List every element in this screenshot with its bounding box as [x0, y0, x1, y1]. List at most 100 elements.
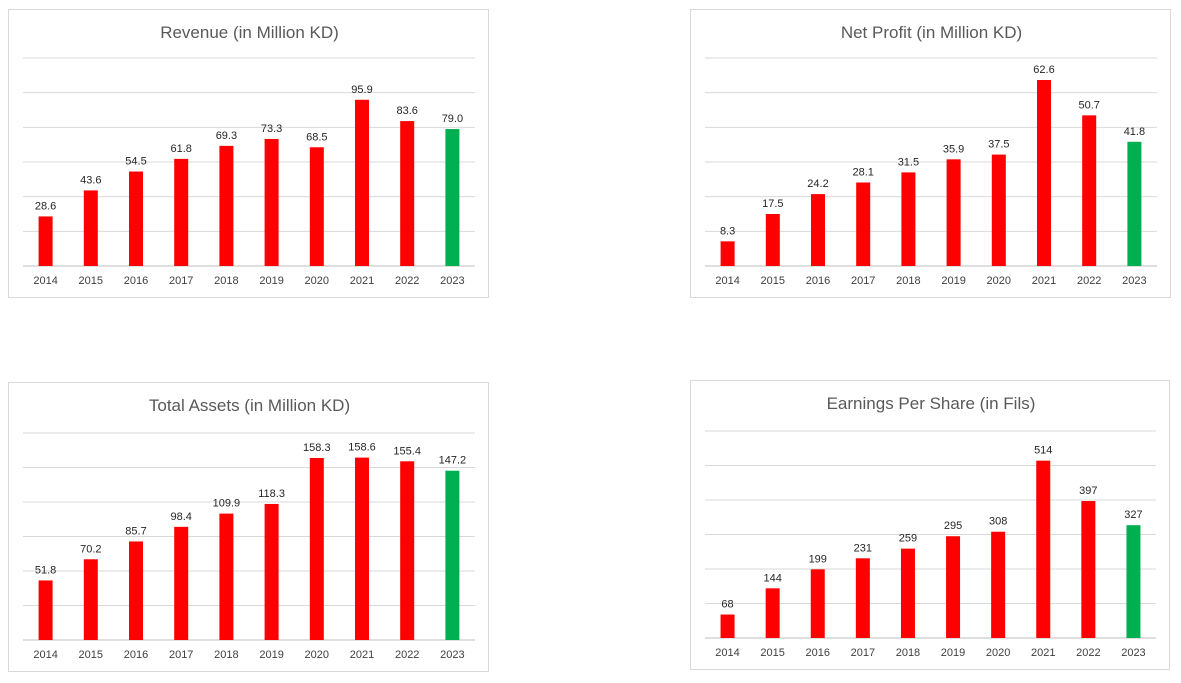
net-profit-x-tick-2020: 2020 — [987, 275, 1011, 287]
revenue-data-label-2020: 68.5 — [306, 131, 327, 143]
net-profit-data-label-2022: 50.7 — [1078, 99, 1099, 111]
revenue-x-tick-2017: 2017 — [169, 275, 193, 287]
net-profit-bar-2016 — [811, 194, 825, 266]
net-profit-x-tick-2017: 2017 — [851, 275, 875, 287]
revenue-x-tick-2020: 2020 — [305, 275, 329, 287]
eps-bar-2018 — [900, 548, 915, 638]
total-assets-x-tick-2017: 2017 — [169, 649, 193, 661]
net-profit-x-tick-2021: 2021 — [1032, 275, 1056, 287]
net-profit-x-tick-2022: 2022 — [1077, 275, 1101, 287]
revenue-chart-svg: Revenue (in Million KD) 28.6 2014 43.6 2015 5… — [23, 23, 475, 287]
net-profit-bar-2021 — [1037, 79, 1051, 266]
net-profit-chart-title: Net Profit (in Million KD) — [841, 23, 1022, 42]
eps-x-tick-2019: 2019 — [941, 647, 965, 659]
total-assets-data-label-2014: 51.8 — [35, 564, 56, 576]
net-profit-bar-2017 — [856, 182, 871, 266]
eps-bar-2022 — [1081, 501, 1096, 638]
eps-data-label-2014: 68 — [721, 599, 733, 611]
total-assets-chart-svg: Total Assets (in Million KD) 51.8 2014 70.2… — [23, 396, 475, 661]
total-assets-data-label-2018: 109.9 — [213, 498, 241, 510]
net-profit-data-label-2021: 62.6 — [1033, 64, 1054, 76]
net-profit-bar-2015 — [765, 214, 780, 266]
total-assets-x-tick-2021: 2021 — [350, 649, 374, 661]
net-profit-bar-2023 — [1127, 141, 1142, 266]
total-assets-bar-2018 — [219, 513, 234, 640]
net-profit-x-tick-2018: 2018 — [896, 275, 920, 287]
revenue-bar-2017 — [174, 158, 189, 266]
eps-data-label-2022: 397 — [1079, 485, 1097, 497]
eps-bar-2021 — [1036, 460, 1051, 638]
total-assets-data-label-2021: 158.6 — [348, 442, 376, 454]
total-assets-x-tick-2022: 2022 — [395, 649, 419, 661]
revenue-data-label-2021: 95.9 — [351, 84, 372, 96]
net-profit-bar-2014 — [720, 241, 735, 266]
eps-x-tick-2015: 2015 — [760, 647, 784, 659]
net-profit-x-tick-2014: 2014 — [715, 275, 739, 287]
revenue-data-label-2017: 61.8 — [170, 143, 191, 155]
net-profit-chart-svg: Net Profit (in Million KD) 8.3 2014 17.5 201… — [705, 23, 1157, 287]
total-assets-data-label-2022: 155.4 — [393, 445, 421, 457]
eps-data-label-2016: 199 — [809, 553, 827, 565]
revenue-data-label-2014: 28.6 — [35, 200, 56, 212]
total-assets-x-tick-2023: 2023 — [440, 649, 464, 661]
eps-data-label-2023: 327 — [1124, 509, 1142, 521]
net-profit-data-label-2017: 28.1 — [852, 167, 873, 179]
eps-chart-panel: Earnings Per Share (in Fils) 68 2014 144 201… — [690, 380, 1170, 670]
eps-data-label-2021: 514 — [1034, 445, 1052, 457]
eps-chart-svg: Earnings Per Share (in Fils) 68 2014 144 201… — [705, 394, 1156, 659]
eps-data-label-2018: 259 — [899, 533, 917, 545]
net-profit-data-label-2023: 41.8 — [1124, 126, 1145, 138]
eps-bar-2020 — [991, 531, 1006, 638]
revenue-data-label-2023: 79.0 — [442, 113, 463, 125]
net-profit-data-label-2019: 35.9 — [943, 143, 964, 155]
eps-x-tick-2021: 2021 — [1031, 647, 1055, 659]
eps-bar-2016 — [810, 569, 825, 638]
net-profit-data-label-2014: 8.3 — [720, 225, 735, 237]
revenue-bar-2016 — [129, 171, 143, 266]
revenue-bar-2022 — [400, 121, 415, 267]
total-assets-data-label-2020: 158.3 — [303, 442, 331, 454]
net-profit-x-tick-2015: 2015 — [761, 275, 785, 287]
revenue-x-tick-2018: 2018 — [214, 275, 238, 287]
revenue-data-label-2019: 73.3 — [261, 123, 282, 135]
eps-x-tick-2018: 2018 — [896, 647, 920, 659]
total-assets-x-tick-2020: 2020 — [305, 649, 329, 661]
total-assets-bar-2019 — [264, 503, 279, 640]
total-assets-chart-panel: Total Assets (in Million KD) 51.8 2014 70.2… — [8, 382, 489, 672]
revenue-x-tick-2019: 2019 — [259, 275, 283, 287]
eps-data-label-2020: 308 — [989, 516, 1007, 528]
net-profit-bar-2019 — [946, 159, 961, 266]
revenue-chart-panel: Revenue (in Million KD) 28.6 2014 43.6 2015 5… — [8, 9, 489, 298]
eps-data-label-2015: 144 — [763, 572, 781, 584]
total-assets-x-tick-2018: 2018 — [214, 649, 238, 661]
total-assets-bar-2014 — [38, 580, 53, 640]
net-profit-x-tick-2023: 2023 — [1122, 275, 1146, 287]
eps-data-label-2017: 231 — [854, 542, 872, 554]
revenue-bar-2019 — [264, 138, 279, 266]
revenue-x-tick-2015: 2015 — [79, 275, 103, 287]
eps-bar-2017 — [855, 558, 870, 638]
net-profit-bar-2022 — [1082, 115, 1097, 266]
eps-bar-2023 — [1126, 525, 1141, 638]
eps-x-tick-2022: 2022 — [1076, 647, 1100, 659]
eps-x-tick-2016: 2016 — [806, 647, 830, 659]
total-assets-bar-2023 — [445, 470, 460, 640]
revenue-bar-2023 — [445, 129, 460, 266]
net-profit-chart-panel: Net Profit (in Million KD) 8.3 2014 17.5 201… — [690, 9, 1171, 298]
total-assets-bar-2016 — [129, 541, 143, 640]
net-profit-x-tick-2016: 2016 — [806, 275, 830, 287]
revenue-x-tick-2016: 2016 — [124, 275, 148, 287]
net-profit-data-label-2020: 37.5 — [988, 139, 1009, 151]
eps-x-tick-2023: 2023 — [1121, 647, 1145, 659]
total-assets-x-tick-2014: 2014 — [33, 649, 57, 661]
revenue-bar-2014 — [38, 216, 53, 266]
total-assets-chart-title: Total Assets (in Million KD) — [149, 396, 350, 415]
total-assets-x-tick-2019: 2019 — [259, 649, 283, 661]
revenue-x-tick-2014: 2014 — [33, 275, 57, 287]
revenue-bar-2018 — [219, 145, 234, 266]
total-assets-bar-2017 — [174, 526, 189, 640]
revenue-x-tick-2023: 2023 — [440, 275, 464, 287]
total-assets-x-tick-2016: 2016 — [124, 649, 148, 661]
revenue-bar-2021 — [355, 99, 369, 266]
revenue-chart-title: Revenue (in Million KD) — [160, 23, 339, 42]
